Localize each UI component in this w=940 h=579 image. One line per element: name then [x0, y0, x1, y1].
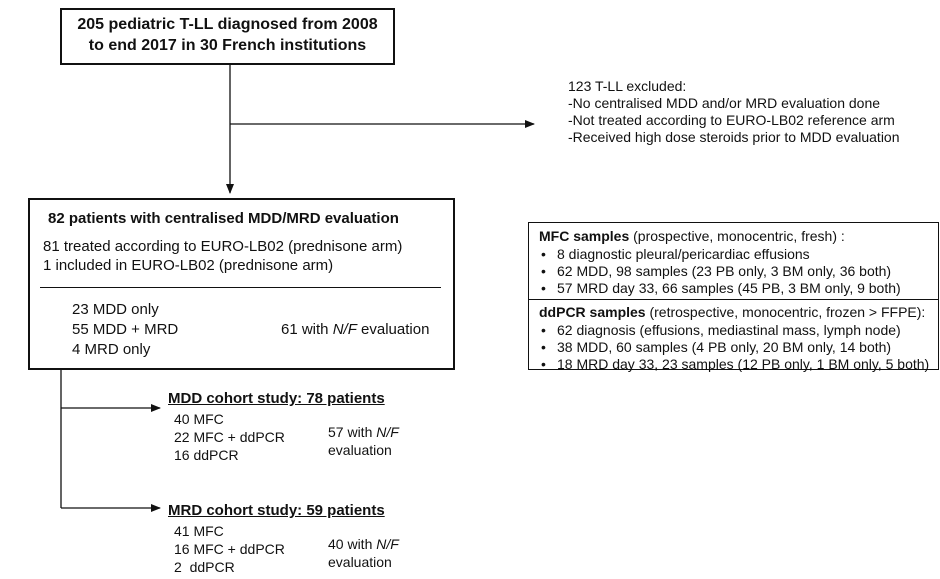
excluded-item: -No centralised MDD and/or MRD evaluatio…	[568, 95, 881, 111]
ddpcr-list: 62 diagnosis (effusions, mediastinal mas…	[535, 322, 929, 373]
mfc-title: MFC samples	[539, 228, 630, 244]
samples-divider	[529, 299, 938, 300]
nf-term: N/F	[376, 424, 399, 440]
main-box-title: 82 patients with centralised MDD/MRD eva…	[48, 210, 399, 227]
excluded-title: 123 T-LL excluded:	[568, 78, 687, 94]
nf-prefix: 61 with	[281, 321, 333, 338]
nf-term: N/F	[376, 536, 399, 552]
mrd-cohort-item: 41 MFC	[174, 523, 224, 539]
main-box-line1: 81 treated according to EURO-LB02 (predn…	[43, 238, 403, 255]
mrd-cohort-item: 16 MFC + ddPCR	[174, 541, 285, 557]
mfc-heading: MFC samples (prospective, monocentric, f…	[539, 228, 845, 244]
mdd-cohort-title: MDD cohort study: 78 patients	[168, 390, 385, 407]
excluded-block: 123 T-LL excluded: -No centralised MDD a…	[568, 78, 900, 146]
mdd-cohort-nf-line2: evaluation	[328, 442, 392, 458]
mrd-cohort-nf: 40 with N/F	[328, 536, 399, 552]
ddpcr-heading: ddPCR samples (retrospective, monocentri…	[539, 304, 925, 320]
mdd-cohort-item: 40 MFC	[174, 411, 224, 427]
nf-prefix: 57 with	[328, 424, 377, 440]
main-box-divider	[40, 287, 441, 288]
mfc-list: 8 diagnostic pleural/pericardiac effusio…	[535, 246, 901, 297]
mrd-cohort-nf-line2: evaluation	[328, 554, 392, 570]
mrd-cohort: MRD cohort study: 59 patients 41 MFC 16 …	[168, 502, 428, 579]
mdd-cohort-nf: 57 with N/F	[328, 424, 399, 440]
mrd-cohort-title: MRD cohort study: 59 patients	[168, 502, 385, 519]
ddpcr-item: 38 MDD, 60 samples (4 PB only, 20 BM onl…	[535, 339, 929, 356]
main-box: 82 patients with centralised MDD/MRD eva…	[28, 198, 455, 370]
top-box-line2: to end 2017 in 30 French institutions	[88, 37, 367, 54]
ddpcr-desc: (retrospective, monocentric, frozen > FF…	[645, 304, 926, 320]
nf-prefix: 40 with	[328, 536, 377, 552]
ddpcr-item: 18 MRD day 33, 23 samples (12 PB only, 1…	[535, 356, 929, 373]
top-box: 205 pediatric T-LL diagnosed from 2008 t…	[60, 8, 395, 65]
mdd-cohort: MDD cohort study: 78 patients 40 MFC 22 …	[168, 390, 428, 470]
main-box-group: 4 MRD only	[72, 341, 151, 358]
excluded-item: -Received high dose steroids prior to MD…	[568, 129, 900, 145]
excluded-item: -Not treated according to EURO-LB02 refe…	[568, 112, 895, 128]
mfc-desc: (prospective, monocentric, fresh) :	[629, 228, 845, 244]
nf-term: N/F	[332, 321, 357, 338]
nf-suffix: evaluation	[356, 321, 430, 338]
mfc-item: 57 MRD day 33, 66 samples (45 PB, 3 BM o…	[535, 280, 901, 297]
main-box-group: 55 MDD + MRD	[72, 321, 179, 338]
ddpcr-title: ddPCR samples	[539, 304, 646, 320]
mrd-cohort-item: 2 ddPCR	[174, 559, 235, 575]
top-box-line1: 205 pediatric T-LL diagnosed from 2008	[77, 16, 378, 33]
mfc-item: 62 MDD, 98 samples (23 PB only, 3 BM onl…	[535, 263, 901, 280]
samples-box: MFC samples (prospective, monocentric, f…	[528, 222, 939, 373]
main-box-nf-evaluation: 61 with N/F evaluation	[281, 321, 429, 338]
main-box-line2: 1 included in EURO-LB02 (prednisone arm)	[43, 257, 334, 274]
mdd-cohort-item: 16 ddPCR	[174, 447, 239, 463]
mdd-cohort-item: 22 MFC + ddPCR	[174, 429, 285, 445]
ddpcr-item: 62 diagnosis (effusions, mediastinal mas…	[535, 322, 929, 339]
main-box-group: 23 MDD only	[72, 301, 159, 318]
mfc-item: 8 diagnostic pleural/pericardiac effusio…	[535, 246, 901, 263]
